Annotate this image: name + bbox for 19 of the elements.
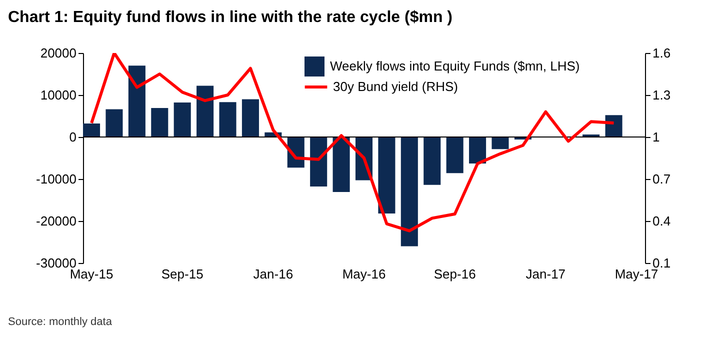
x-tick-label: Jan-16: [253, 266, 294, 282]
y2-tick-label: 1.6: [652, 46, 671, 60]
y2-tick-label: 1: [652, 130, 660, 144]
x-tick-label: May-16: [342, 266, 386, 282]
x-tick-label: Sep-15: [161, 266, 204, 282]
y-tick-label: 20000: [40, 46, 76, 60]
y2-tick-label: 1.3: [652, 88, 671, 102]
y-tick-label: 10000: [40, 88, 76, 102]
y2-tick-label: 0.7: [652, 172, 671, 186]
y2-tick-label: 0.4: [652, 214, 671, 228]
legend-label: Weekly flows into Equity Funds ($mn, LHS): [330, 58, 580, 74]
y-tick-label: -10000: [36, 172, 76, 186]
x-tick-label: Sep-16: [434, 266, 476, 282]
y-tick-label: -20000: [36, 214, 76, 228]
source-note: Source: monthly data: [8, 316, 113, 328]
chart-title: Chart 1: Equity fund flows in line with the rate cycle ($mn ): [8, 9, 452, 26]
legend-label: 30y Bund yield (RHS): [333, 79, 458, 94]
y-tick-label: 0: [69, 130, 76, 144]
x-tick-label: Jan-17: [526, 266, 566, 282]
